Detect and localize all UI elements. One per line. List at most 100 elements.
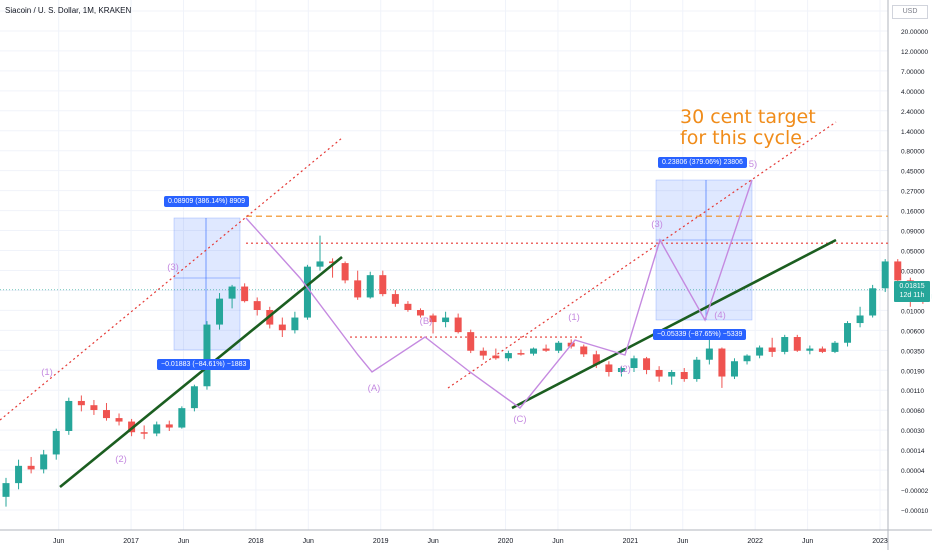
y-tick-label: −0.00010 <box>901 508 929 515</box>
x-tick-label: 2021 <box>623 538 639 545</box>
y-tick-label: 4.00000 <box>901 89 925 96</box>
candle-body <box>153 424 161 434</box>
wave-label: (1) <box>41 367 53 378</box>
candle-body <box>504 353 512 359</box>
last-price-tag: 0.01815 12d 11h <box>894 281 930 302</box>
y-tick-label: 1.40000 <box>901 129 925 136</box>
y-tick-label: 0.01000 <box>901 308 925 315</box>
y-tick-label: 0.00600 <box>901 328 925 335</box>
candle-body <box>40 454 48 470</box>
candle-body <box>668 372 676 377</box>
candle-body <box>366 275 374 298</box>
x-tick-label: 2019 <box>373 538 389 545</box>
candle-body <box>291 317 299 331</box>
measure-label-drop-2017: −0.01883 (−84.61%) −1883 <box>157 359 251 370</box>
candle-body <box>542 348 550 351</box>
candle-body <box>643 358 651 370</box>
x-tick-label: 2018 <box>248 538 264 545</box>
candle-body <box>756 347 764 356</box>
candle-body <box>329 261 337 264</box>
y-tick-label: 0.00350 <box>901 348 925 355</box>
candle-body <box>768 347 776 352</box>
measure-label-rise-2021: 0.23806 (379.06%) 23806 <box>658 157 747 168</box>
channel-line-2017 <box>0 137 343 421</box>
candle-body <box>693 359 701 380</box>
candle-body <box>404 303 412 311</box>
y-tick-label: 0.00014 <box>901 448 925 455</box>
y-tick-label: 0.00060 <box>901 408 925 415</box>
candle-body <box>467 332 475 351</box>
y-tick-label: 20.00000 <box>901 29 928 36</box>
x-tick-label: 2022 <box>747 538 763 545</box>
measure-box-rise-2021 <box>655 179 753 241</box>
candle-body <box>102 410 110 419</box>
y-tick-label: 0.27000 <box>901 189 925 196</box>
candle-body <box>781 337 789 352</box>
candle-body <box>77 400 85 406</box>
chart-title: Siacoin / U. S. Dollar, 1M, KRAKEN <box>5 6 132 15</box>
wave-label: (4) <box>714 310 726 321</box>
candle-body <box>479 350 487 356</box>
candle-body <box>2 483 10 497</box>
candle-body <box>52 430 60 455</box>
grid <box>0 0 888 530</box>
candle-body <box>341 263 349 281</box>
candle-body <box>27 465 35 470</box>
measure-label-rise-2017: 0.08909 (386.14%) 8909 <box>164 196 250 207</box>
x-tick-label: Jun <box>802 538 813 545</box>
candle-body <box>530 348 538 354</box>
x-tick-label: Jun <box>178 538 189 545</box>
candle-body <box>605 364 613 373</box>
candle-body <box>894 261 902 281</box>
candle-body <box>416 310 424 316</box>
target-line-1: 30 cent target <box>680 106 816 128</box>
y-tick-label: 0.09000 <box>901 229 925 236</box>
candle-body <box>555 342 563 351</box>
candle-body <box>203 324 211 387</box>
last-price-value: 0.01815 <box>899 283 925 290</box>
currency-label[interactable]: USD <box>892 5 928 19</box>
x-tick-label: 2017 <box>123 538 139 545</box>
channel-line-2021 <box>447 121 837 389</box>
candle-body <box>316 261 324 267</box>
wave-label: (C) <box>513 414 526 425</box>
candle-body <box>354 280 362 298</box>
y-tick-label: 0.00190 <box>901 368 925 375</box>
wave-label: (B) <box>420 316 433 327</box>
candle-body <box>580 346 588 355</box>
y-tick-label: −0.00002 <box>901 488 929 495</box>
x-tick-label: Jun <box>677 538 688 545</box>
candle-body <box>429 315 437 323</box>
x-tick-label: Jun <box>552 538 563 545</box>
candle-body <box>806 348 814 351</box>
candle-body <box>15 465 23 484</box>
wave-label: (2) <box>115 454 127 465</box>
candle-body <box>391 294 399 304</box>
candle-body <box>90 405 98 411</box>
candle-body <box>680 372 688 380</box>
candle-body <box>743 355 751 362</box>
y-tick-label: 12.00000 <box>901 49 928 56</box>
x-tick-label: Jun <box>303 538 314 545</box>
candle-body <box>818 348 826 352</box>
candle-body <box>617 368 625 373</box>
candle-body <box>831 342 839 352</box>
target-line-2: for this cycle <box>680 127 802 149</box>
candle-body <box>165 424 173 428</box>
candle-body <box>856 315 864 324</box>
candle-body <box>592 354 600 365</box>
candle-body <box>253 301 261 311</box>
candle-body <box>115 418 123 422</box>
measure-box-rise-2017 <box>173 217 241 279</box>
candle-body <box>128 421 136 433</box>
candle-countdown: 12d 11h <box>899 292 925 299</box>
candle-body <box>228 286 236 299</box>
trend-line-2017 <box>59 255 343 489</box>
trend-line-2021 <box>511 238 837 410</box>
candle-body <box>190 386 198 409</box>
y-tick-label: 0.00110 <box>901 388 924 395</box>
y-tick-label: 7.00000 <box>901 69 925 76</box>
candle-body <box>517 353 525 355</box>
